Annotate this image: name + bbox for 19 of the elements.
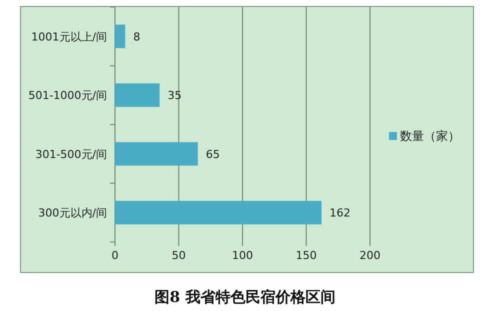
y-tick-label: 301-500元/间 [35,148,107,161]
bar [115,24,126,48]
y-tick-label: 300元以内/间 [38,206,107,220]
bar [115,200,322,224]
bar [115,83,160,107]
x-tick-label: 100 [232,249,253,262]
data-label: 162 [330,206,351,220]
x-tick-label: 0 [112,249,118,262]
x-tick-label: 50 [172,249,186,262]
bar [115,142,198,166]
legend-label: 数量（家） [400,129,460,143]
y-tick-label: 1001元以上/间 [31,30,107,44]
x-tick-label: 200 [360,249,380,262]
data-label: 65 [206,148,220,161]
data-label: 8 [133,30,140,44]
text: 图8 我省特色民宿价格区间 [154,288,336,306]
x-tick-label: 150 [296,249,317,262]
y-tick-label: 501-1000元/间 [28,89,107,102]
data-label: 35 [168,89,182,102]
